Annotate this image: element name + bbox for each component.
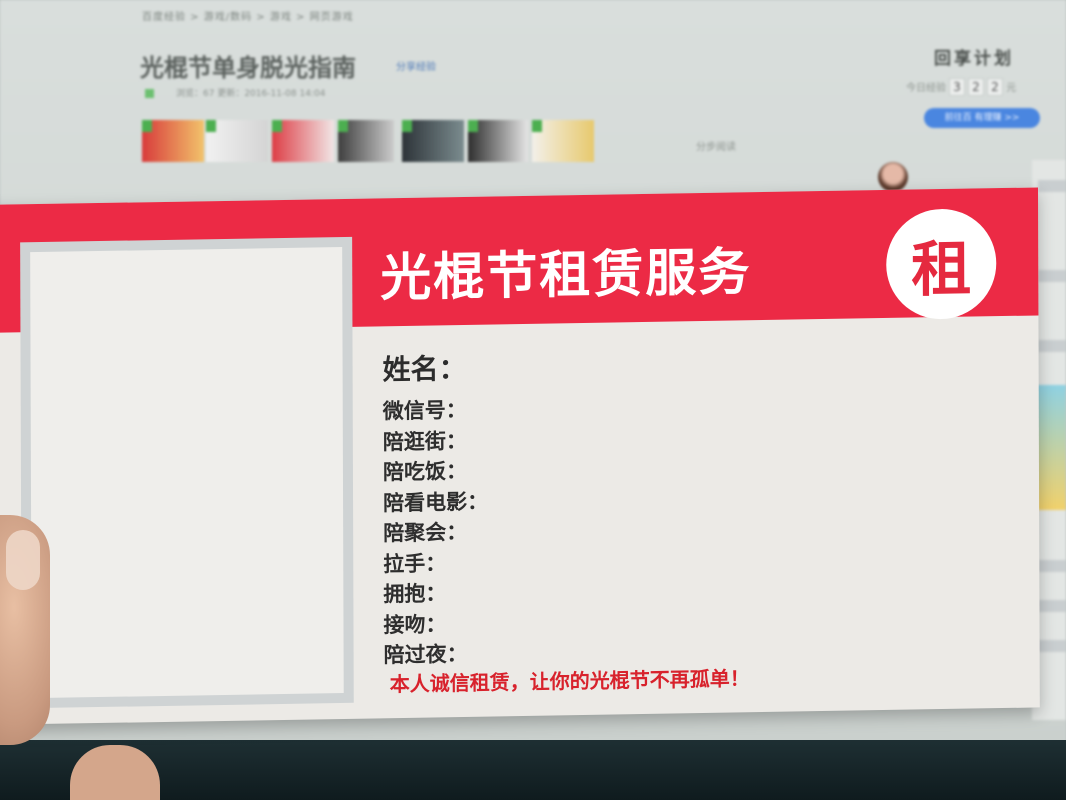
field-movie: 陪看电影： <box>383 489 489 515</box>
field-wechat: 微信号： <box>382 397 467 424</box>
meta-icon <box>145 89 154 98</box>
counter: 今日经验 3 2 2 元 <box>906 78 1017 96</box>
field-dinner: 陪吃饭： <box>382 458 467 485</box>
plan-logo: 回享计划 <box>934 49 1014 69</box>
share-tag: 分享经验 <box>396 62 436 73</box>
thumbnail[interactable] <box>532 120 594 162</box>
service-field-list: 微信号： 陪逛街： 陪吃饭： 陪看电影： 陪聚会： 拉手： 拥抱： 接吻： 陪过… <box>383 395 489 671</box>
thumbnail[interactable] <box>468 120 528 162</box>
name-field-label: 姓名： <box>382 351 467 387</box>
thumbnail[interactable] <box>272 120 334 162</box>
field-kiss: 接吻： <box>383 611 447 637</box>
thumbnail[interactable] <box>338 120 394 162</box>
card-title: 光棍节租赁服务 <box>380 243 752 309</box>
rent-badge-label: 租 <box>911 234 972 306</box>
share-link[interactable]: 分步阅读 <box>696 142 736 153</box>
field-hold-hands: 拉手： <box>383 550 447 576</box>
page-title: 光棍节单身脱光指南 <box>140 54 356 82</box>
card-slogan: 本人诚信租赁，让你的光棍节不再孤单！ <box>389 666 750 697</box>
rental-card: 光棍节租赁服务 租 姓名： 微信号： 陪逛街： 陪吃饭： 陪看电影： 陪聚会： … <box>0 187 1040 725</box>
thumbnail[interactable] <box>206 120 268 162</box>
thumbnail[interactable] <box>142 120 204 162</box>
breadcrumb: 百度经验 > 游戏/数码 > 游戏 > 网页游戏 <box>142 12 354 23</box>
photo-frame <box>20 236 354 709</box>
earn-button[interactable]: 前往百 有理赚 >> <box>924 108 1040 128</box>
page-meta: 浏览：67 更新：2016-11-08 14:04 <box>145 86 325 99</box>
field-shopping: 陪逛街： <box>382 428 467 454</box>
hand <box>70 745 160 800</box>
thumbnail[interactable] <box>402 120 464 162</box>
field-hug: 拥抱： <box>383 581 447 607</box>
photo-placeholder <box>30 246 344 699</box>
avatar <box>878 162 908 192</box>
monitor-bezel <box>0 740 1066 800</box>
thumbnail-nail <box>6 530 40 590</box>
field-party: 陪聚会： <box>383 519 468 546</box>
sidebar-ad[interactable] <box>1036 385 1066 510</box>
